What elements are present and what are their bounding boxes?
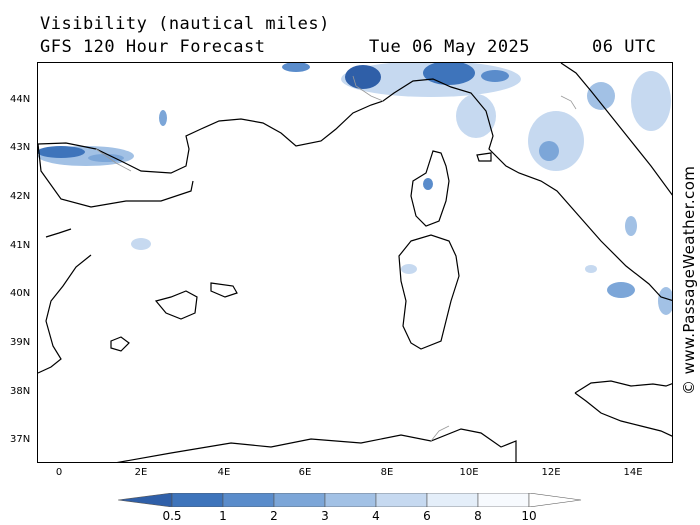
low-visibility-area	[607, 282, 635, 298]
low-visibility-area	[282, 63, 310, 72]
forecast-time: 06 UTC	[592, 37, 657, 57]
visibility-map	[38, 63, 672, 462]
low-visibility-area	[159, 110, 167, 126]
colorbar-label: 10	[521, 509, 537, 523]
colorbar-label: 6	[423, 509, 431, 523]
lat-label: 37N	[10, 434, 31, 445]
lon-label: 12E	[541, 467, 561, 478]
low-visibility-area	[587, 82, 615, 110]
forecast-date: Tue 06 May 2025	[369, 37, 531, 57]
border-france-italy	[352, 75, 384, 102]
lon-label: 8E	[380, 467, 394, 478]
colorbar-label: 4	[372, 509, 380, 523]
map-panel	[37, 62, 673, 463]
forecast-model: GFS 120 Hour Forecast	[40, 37, 266, 57]
low-visibility-area	[456, 94, 496, 138]
low-visibility-area	[131, 238, 151, 250]
low-visibility-area	[528, 111, 584, 171]
colorbar-segment	[222, 493, 275, 507]
lat-label: 38N	[10, 386, 31, 397]
lat-label: 39N	[10, 337, 31, 348]
colorbar-label: 3	[321, 509, 329, 523]
colorbar-segment	[324, 493, 377, 507]
border-italy-alps	[560, 95, 577, 110]
low-visibility-area	[345, 65, 381, 89]
lon-label: 2E	[134, 467, 148, 478]
low-visibility-area	[625, 216, 637, 236]
colorbar-label: 8	[474, 509, 482, 523]
low-visibility-area	[401, 264, 417, 274]
coast-menorca	[210, 282, 238, 298]
colorbar-segment	[477, 493, 530, 507]
coast-ibiza	[110, 336, 130, 352]
lat-label: 42N	[10, 191, 31, 202]
colorbar-segment	[171, 493, 224, 507]
lon-label: 0	[55, 467, 63, 478]
low-visibility-area	[423, 178, 433, 190]
coast-elba	[476, 152, 492, 162]
coast-mallorca	[154, 290, 198, 320]
lat-label: 40N	[10, 288, 31, 299]
colorbar-label: 2	[270, 509, 278, 523]
coast-mainland-north	[38, 78, 672, 302]
lon-label: 4E	[217, 467, 231, 478]
visibility-colorbar	[118, 493, 582, 507]
low-visibility-area	[585, 265, 597, 273]
low-visibility-area	[38, 146, 85, 158]
coast-africa	[116, 428, 517, 462]
border-france-spain	[95, 148, 132, 172]
border-algeria-tunisia	[430, 425, 450, 442]
low-visibility-area	[88, 154, 124, 162]
coastlines	[38, 63, 672, 462]
coast-sardinia	[398, 234, 460, 350]
low-visibility-area	[658, 287, 672, 315]
colorbar-segment	[528, 493, 582, 507]
coast-iberia	[38, 143, 194, 374]
lon-label: 10E	[459, 467, 479, 478]
low-visibility-area	[539, 141, 559, 161]
colorbar-label: 1	[219, 509, 227, 523]
lat-label: 43N	[10, 142, 31, 153]
visibility-shading	[38, 63, 672, 315]
lon-label: 6E	[298, 467, 312, 478]
low-visibility-area	[481, 70, 509, 82]
coast-corsica	[410, 150, 450, 227]
low-visibility-area	[631, 71, 671, 131]
low-visibility-area	[423, 63, 475, 85]
coast-italy-east	[560, 63, 672, 196]
site-credit: © www.PassageWeather.com	[680, 165, 698, 395]
colorbar-segment	[426, 493, 479, 507]
colorbar-label: 0.5	[162, 509, 182, 523]
colorbar-segment	[375, 493, 428, 507]
lat-label: 44N	[10, 94, 31, 105]
country-borders	[95, 75, 577, 442]
colorbar-segment	[273, 493, 326, 507]
lon-label: 14E	[623, 467, 643, 478]
map-title: Visibility (nautical miles)	[40, 14, 330, 34]
coast-sicily	[574, 380, 672, 437]
lat-label: 41N	[10, 240, 31, 251]
colorbar-segment	[118, 493, 173, 507]
